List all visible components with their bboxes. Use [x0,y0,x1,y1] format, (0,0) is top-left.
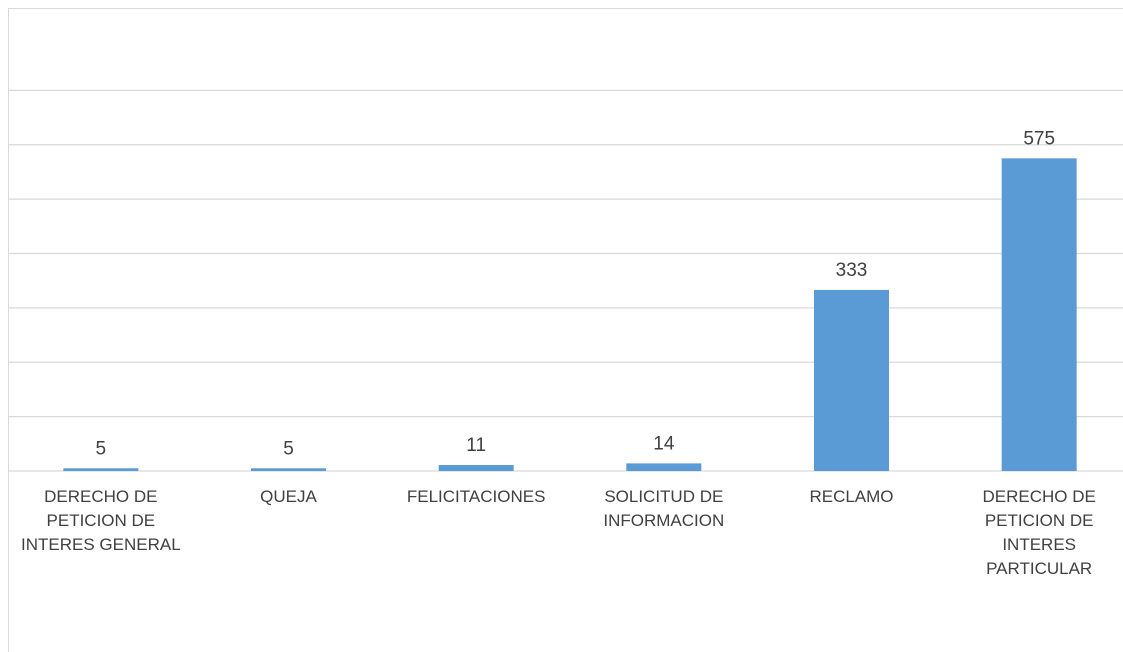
x-tick-label: DERECHO DE PETICION DE INTERES PARTICULA… [982,487,1096,578]
bar [63,468,139,471]
x-tick-label: SOLICITUD DE INFORMACION [603,487,725,530]
bar [814,289,889,471]
x-tick-label: FELICITACIONES [406,487,546,506]
bar [1001,158,1077,471]
data-label: 11 [466,435,486,456]
data-label: 575 [1023,128,1055,149]
data-label: 14 [653,433,675,454]
x-tick-label: QUEJA [260,487,317,506]
chart-border [8,8,1123,652]
data-label: 5 [96,438,107,459]
x-tick-label: RECLAMO [809,487,894,506]
bar [438,465,514,471]
bar [626,463,702,471]
data-label: 5 [283,438,294,459]
bar [251,468,326,471]
x-tick-label: DERECHO DE PETICION DE INTERES GENERAL [21,487,181,554]
data-label: 333 [836,260,868,281]
